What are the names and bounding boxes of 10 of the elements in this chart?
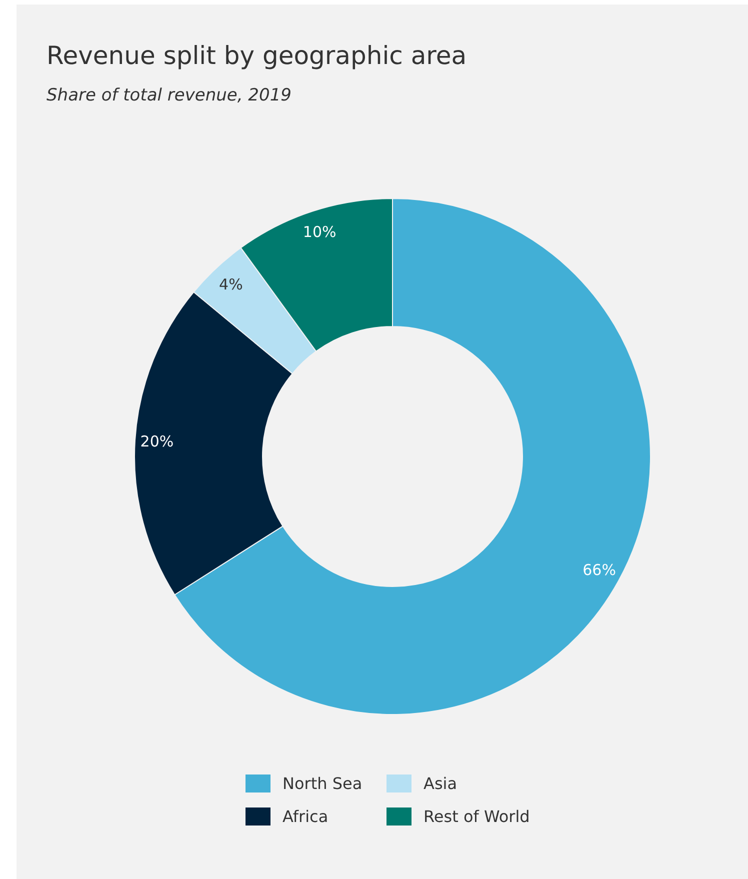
data-label: 20% — [140, 432, 174, 451]
data-label: 66% — [582, 561, 616, 580]
data-label: 4% — [219, 275, 243, 294]
chart-subtitle: Share of total revenue, 2019 — [46, 86, 292, 106]
legend-label: Asia — [424, 774, 458, 793]
data-label: 10% — [302, 223, 336, 242]
chart-title: Revenue split by geographic area — [46, 41, 467, 70]
legend-label: Africa — [282, 807, 328, 826]
legend-label: North Sea — [282, 774, 362, 793]
legend-label: Rest of World — [424, 807, 530, 826]
